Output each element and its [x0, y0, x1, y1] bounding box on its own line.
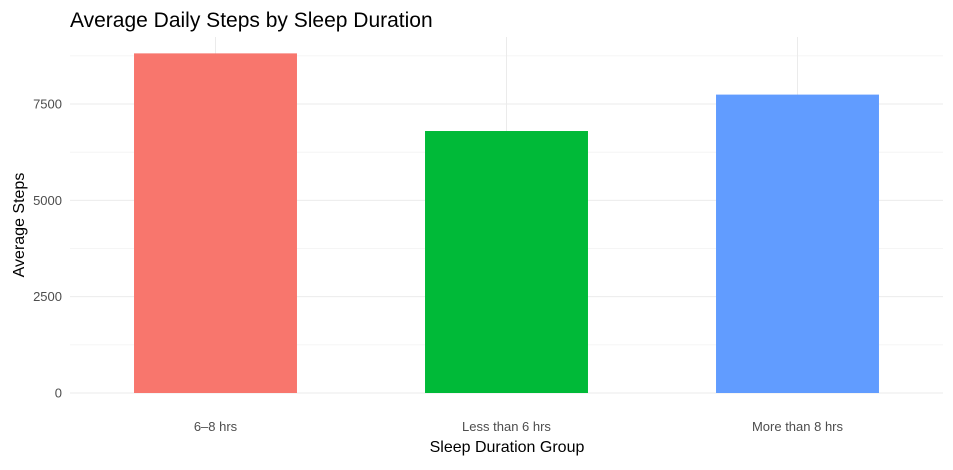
y-tick-label: 2500 [33, 289, 62, 304]
y-tick-label: 0 [55, 386, 62, 401]
x-axis-title: Sleep Duration Group [430, 439, 585, 456]
y-axis-ticks: 0 2500 5000 7500 [33, 97, 62, 401]
x-tick-label: Less than 6 hrs [462, 419, 551, 434]
bar [716, 94, 879, 394]
y-tick-label: 7500 [33, 97, 62, 112]
x-tick-label: More than 8 hrs [752, 419, 844, 434]
bar [134, 53, 297, 394]
y-tick-label: 5000 [33, 193, 62, 208]
x-tick-label: 6–8 hrs [194, 419, 238, 434]
x-axis-ticks: 6–8 hrs Less than 6 hrs More than 8 hrs [194, 419, 844, 434]
y-axis-title: Average Steps [11, 173, 28, 278]
bars [134, 53, 879, 394]
chart-title: Average Daily Steps by Sleep Duration [70, 9, 433, 32]
bar [425, 131, 588, 393]
